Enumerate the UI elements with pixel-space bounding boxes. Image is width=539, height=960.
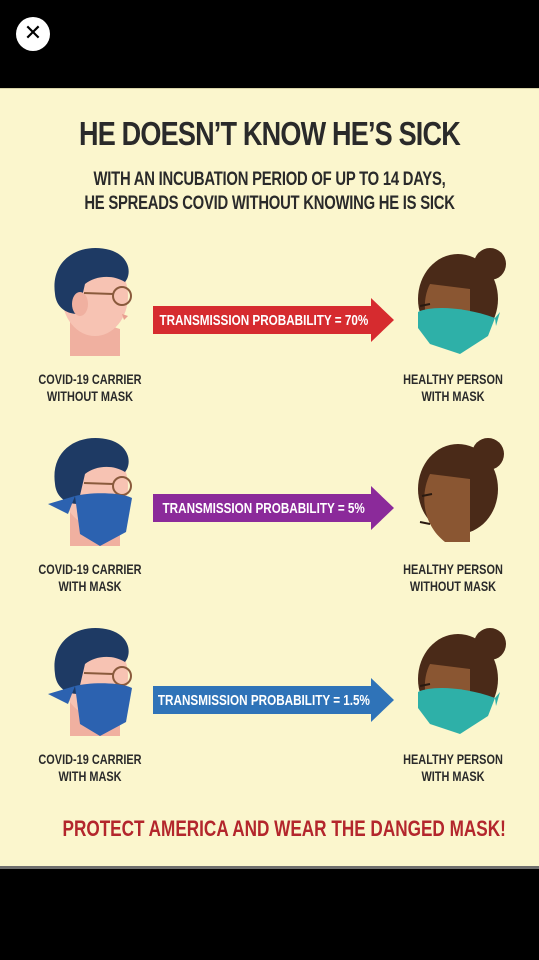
- poster-subtitle-line2: HE SPREADS COVID WITHOUT KNOWING HE IS S…: [84, 193, 455, 214]
- transmission-arrow-1-5: TRANSMISSION PROBABILITY = 1.5%: [153, 678, 394, 722]
- healthy-person-masked-figure: [418, 248, 506, 354]
- carrier-figure-masked: [48, 438, 132, 546]
- poster-title: HE DOESN’T KNOW HE’S SICK: [79, 115, 461, 152]
- transmission-arrow-5: TRANSMISSION PROBABILITY = 5%: [153, 486, 394, 530]
- carrier-caption: COVID-19 CARRIER WITHOUT MASK: [15, 371, 165, 405]
- carrier-caption: COVID-19 CARRIER WITH MASK: [15, 561, 165, 595]
- healthy-person-unmasked-figure: [418, 438, 504, 542]
- caption-line: COVID-19 CARRIER: [38, 371, 142, 387]
- transmission-label: TRANSMISSION PROBABILITY = 1.5%: [157, 691, 371, 709]
- caption-line: WITH MASK: [58, 768, 122, 784]
- caption-line: COVID-19 CARRIER: [38, 751, 142, 767]
- transmission-arrow-70: TRANSMISSION PROBABILITY = 70%: [153, 298, 394, 342]
- close-button[interactable]: ✕: [16, 17, 50, 51]
- person-caption: HEALTHY PERSON WITHOUT MASK: [378, 561, 528, 595]
- caption-line: WITH MASK: [421, 388, 485, 404]
- caption-line: WITHOUT MASK: [409, 578, 497, 594]
- carrier-figure-masked: [48, 628, 132, 736]
- scenario-row: TRANSMISSION PROBABILITY = 1.5% COVID-19…: [0, 624, 539, 814]
- scenario-row: TRANSMISSION PROBABILITY = 5% COVID-19 C…: [0, 434, 539, 624]
- person-caption: HEALTHY PERSON WITH MASK: [378, 751, 528, 785]
- carrier-caption: COVID-19 CARRIER WITH MASK: [15, 751, 165, 785]
- caption-line: WITHOUT MASK: [46, 388, 134, 404]
- poster-subtitle-line1: WITH AN INCUBATION PERIOD OF UP TO 14 DA…: [93, 169, 446, 190]
- caption-line: WITH MASK: [58, 578, 122, 594]
- call-to-action-text: PROTECT AMERICA AND WEAR THE DANGED MASK…: [62, 816, 506, 841]
- carrier-figure-unmasked: [54, 248, 132, 356]
- caption-line: COVID-19 CARRIER: [38, 561, 142, 577]
- call-to-action: PROTECT AMERICA AND WEAR THE DANGED MASK…: [0, 816, 539, 842]
- caption-line: HEALTHY PERSON: [403, 371, 503, 387]
- infographic-poster: HE DOESN’T KNOW HE’S SICK WITH AN INCUBA…: [0, 88, 539, 869]
- person-caption: HEALTHY PERSON WITH MASK: [378, 371, 528, 405]
- caption-line: HEALTHY PERSON: [403, 561, 503, 577]
- healthy-person-masked-figure: [418, 628, 506, 734]
- scenario-row: TRANSMISSION PROBABILITY = 70% COVID-19 …: [0, 244, 539, 434]
- caption-line: HEALTHY PERSON: [403, 751, 503, 767]
- transmission-label: TRANSMISSION PROBABILITY = 5%: [162, 499, 366, 517]
- caption-line: WITH MASK: [421, 768, 485, 784]
- close-icon: ✕: [23, 21, 43, 46]
- transmission-label: TRANSMISSION PROBABILITY = 70%: [159, 311, 369, 329]
